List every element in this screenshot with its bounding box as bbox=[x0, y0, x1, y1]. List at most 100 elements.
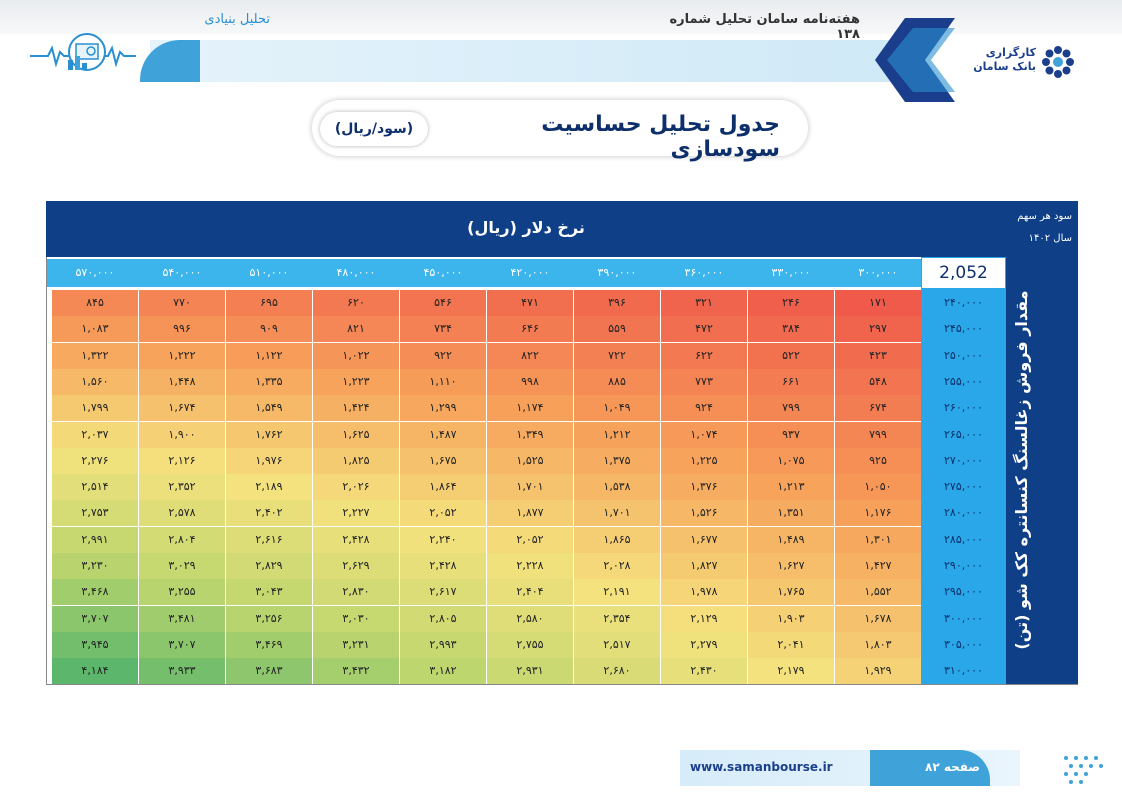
table-cell: ۵۲۲ bbox=[748, 342, 834, 369]
corner-label-year: سال ۱۴۰۲ bbox=[1028, 233, 1072, 244]
table-cell: ۱۷۱ bbox=[835, 290, 921, 316]
table-cell: ۶۹۵ bbox=[226, 290, 312, 316]
table-cell: ۱,۴۲۴ bbox=[313, 395, 399, 422]
table-cell: ۱,۴۴۸ bbox=[139, 368, 225, 395]
table-cell: ۲,۹۹۳ bbox=[400, 631, 486, 658]
column-header: ۴۸۰,۰۰۰ bbox=[336, 266, 376, 279]
column-header: ۳۶۰,۰۰۰ bbox=[684, 266, 724, 279]
table-cell: ۱,۹۷۶ bbox=[226, 447, 312, 474]
table-cell: ۲,۰۳۷ bbox=[52, 421, 138, 448]
table-cell: ۲,۶۸۰ bbox=[574, 658, 660, 685]
table-cell: ۲,۱۲۶ bbox=[139, 447, 225, 474]
table-cell: ۲,۳۵۴ bbox=[574, 605, 660, 632]
table-cell: ۲,۲۷۹ bbox=[661, 631, 747, 658]
column-header-row bbox=[47, 259, 921, 287]
brand-line-1: کارگزاری bbox=[985, 46, 1036, 59]
row-axis-panel bbox=[1006, 257, 1078, 684]
table-cell: ۱,۹۷۸ bbox=[661, 579, 747, 606]
table-cell: ۲۹۷ bbox=[835, 316, 921, 343]
column-header: ۵۷۰,۰۰۰ bbox=[75, 266, 115, 279]
table-cell: ۱,۰۷۴ bbox=[661, 421, 747, 448]
table-cell: ۲,۸۳۰ bbox=[313, 579, 399, 606]
corner-cell bbox=[1006, 201, 1078, 257]
table-cell: ۲,۰۲۸ bbox=[574, 553, 660, 579]
table-cell: ۶۴۶ bbox=[487, 316, 573, 343]
table-cell: ۱,۴۸۹ bbox=[748, 526, 834, 553]
table-cell: ۱,۰۷۵ bbox=[748, 447, 834, 474]
table-cell: ۶۶۱ bbox=[748, 368, 834, 395]
publication-title: هفته‌نامه سامان تحلیل شماره ۱۳۸ bbox=[669, 12, 860, 42]
table-cell: ۹۲۲ bbox=[400, 342, 486, 369]
table-cell: ۲۴۶ bbox=[748, 290, 834, 316]
table-cell: ۳,۰۲۹ bbox=[139, 553, 225, 579]
table-cell: ۱,۸۰۳ bbox=[835, 631, 921, 658]
table-cell: ۳,۲۵۵ bbox=[139, 579, 225, 606]
table-cell: ۲,۱۸۹ bbox=[226, 474, 312, 501]
column-header: ۴۵۰,۰۰۰ bbox=[423, 266, 463, 279]
table-cell: ۱,۳۳۵ bbox=[226, 368, 312, 395]
table-cell: ۱,۵۶۰ bbox=[52, 368, 138, 395]
table-cell: ۱,۰۵۰ bbox=[835, 474, 921, 501]
table-cell: ۲,۸۲۹ bbox=[226, 553, 312, 579]
table-cell: ۳,۴۸۱ bbox=[139, 605, 225, 632]
table-cell: ۱,۹۰۳ bbox=[748, 605, 834, 632]
table-cell: ۲,۸۰۵ bbox=[400, 605, 486, 632]
table-cell: ۵۴۶ bbox=[400, 290, 486, 316]
table-cell: ۹۹۶ bbox=[139, 316, 225, 343]
row-header: ۲۵۵,۰۰۰ bbox=[944, 374, 983, 388]
table-cell: ۲,۰۵۲ bbox=[400, 500, 486, 527]
table-cell: ۱,۷۰۱ bbox=[574, 500, 660, 527]
table-cell: ۱,۲۲۵ bbox=[661, 447, 747, 474]
table-cell: ۳,۹۴۵ bbox=[52, 631, 138, 658]
table-cell: ۲,۵۱۷ bbox=[574, 631, 660, 658]
table-cell: ۱,۶۷۸ bbox=[835, 605, 921, 632]
table-cell: ۳۸۴ bbox=[748, 316, 834, 343]
table-cell: ۱,۰۲۲ bbox=[313, 342, 399, 369]
table-cell: ۲,۵۷۸ bbox=[139, 500, 225, 527]
table-cell: ۶۷۴ bbox=[835, 395, 921, 422]
section-label: تحلیل بنیادی bbox=[204, 12, 270, 27]
header-bar bbox=[150, 40, 910, 82]
table-cell: ۷۹۹ bbox=[835, 421, 921, 448]
table-cell: ۱,۷۶۵ bbox=[748, 579, 834, 606]
column-header: ۳۳۰,۰۰۰ bbox=[771, 266, 811, 279]
table-cell: ۲,۴۲۸ bbox=[400, 553, 486, 579]
column-header: ۵۱۰,۰۰۰ bbox=[249, 266, 289, 279]
table-cell: ۱,۰۴۹ bbox=[574, 395, 660, 422]
table-cell: ۷۲۲ bbox=[574, 342, 660, 369]
table-cell: ۸۴۵ bbox=[52, 290, 138, 316]
table-header-band bbox=[46, 201, 1006, 257]
table-cell: ۱,۸۷۷ bbox=[487, 500, 573, 527]
corner-label-eps: سود هر سهم bbox=[1017, 211, 1072, 222]
table-cell: ۱,۱۷۴ bbox=[487, 395, 573, 422]
table-cell: ۳,۲۵۶ bbox=[226, 605, 312, 632]
row-header: ۳۱۰,۰۰۰ bbox=[944, 664, 983, 678]
table-cell: ۲,۳۵۲ bbox=[139, 474, 225, 501]
brand-text: کارگزاری بانک سامان bbox=[972, 46, 1036, 74]
table-cell: ۱,۳۰۱ bbox=[835, 526, 921, 553]
table-cell: ۱,۵۲۵ bbox=[487, 447, 573, 474]
table-cell: ۱,۲۱۳ bbox=[748, 474, 834, 501]
table-cell: ۷۷۰ bbox=[139, 290, 225, 316]
table-cell: ۱,۸۶۵ bbox=[574, 526, 660, 553]
table-cell: ۱,۵۳۸ bbox=[574, 474, 660, 501]
table-cell: ۲,۰۲۶ bbox=[313, 474, 399, 501]
table-cell: ۳۲۱ bbox=[661, 290, 747, 316]
table-cell: ۳,۰۳۰ bbox=[313, 605, 399, 632]
table-cell: ۲,۲۲۸ bbox=[487, 553, 573, 579]
table-cell: ۱,۹۲۹ bbox=[835, 658, 921, 685]
table-cell: ۴۷۱ bbox=[487, 290, 573, 316]
footer-curve bbox=[870, 750, 990, 786]
base-value-cell: 2,052 bbox=[921, 257, 1006, 289]
table-cell: ۷۳۴ bbox=[400, 316, 486, 343]
table-cell: ۱,۶۲۷ bbox=[748, 553, 834, 579]
column-header: ۳۰۰,۰۰۰ bbox=[858, 266, 898, 279]
table-cell: ۱,۱۷۶ bbox=[835, 500, 921, 527]
column-header: ۵۴۰,۰۰۰ bbox=[162, 266, 202, 279]
table-cell: ۴۲۳ bbox=[835, 342, 921, 369]
table-cell: ۲,۱۷۹ bbox=[748, 658, 834, 685]
table-cell: ۱,۷۹۹ bbox=[52, 395, 138, 422]
table-cell: ۲,۴۰۲ bbox=[226, 500, 312, 527]
table-cell: ۲,۲۷۶ bbox=[52, 447, 138, 474]
table-cell: ۸۸۵ bbox=[574, 368, 660, 395]
